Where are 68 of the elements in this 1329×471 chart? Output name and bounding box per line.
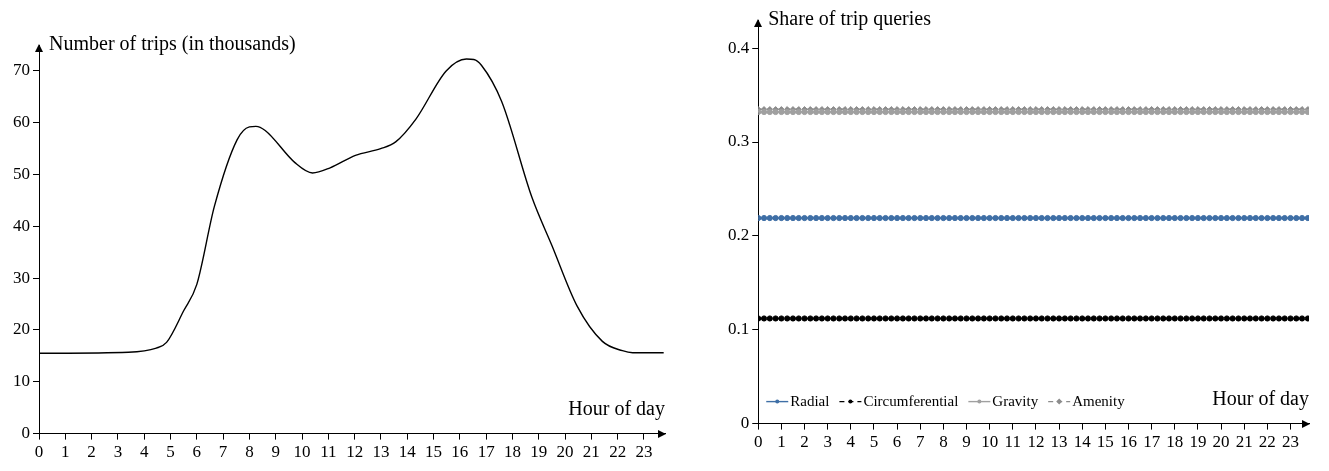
x-tick-label: 1 <box>777 432 786 452</box>
y-tick-label: 0.2 <box>728 225 750 245</box>
x-tick-label: 22 <box>609 442 627 462</box>
x-tick-label: 16 <box>451 442 469 462</box>
x-tick-label: 8 <box>939 432 948 452</box>
y-tick-label: 20 <box>13 319 30 339</box>
y-tick-label: 0.3 <box>728 131 750 151</box>
y-axis-title: Share of trip queries <box>768 7 932 31</box>
x-tick-label: 8 <box>245 442 254 462</box>
legend-label: Amenity <box>1072 392 1126 409</box>
x-tick-label: 10 <box>981 432 999 452</box>
x-tick-label: 20 <box>1212 432 1230 452</box>
legend-label: Radial <box>790 392 830 409</box>
x-tick-label: 9 <box>271 442 280 462</box>
x-tick-label: 21 <box>582 442 600 462</box>
legend-label: Gravity <box>992 392 1039 409</box>
y-tick-label: 0 <box>740 413 750 433</box>
x-tick-label: 23 <box>635 442 653 462</box>
x-tick-label: 12 <box>346 442 364 462</box>
x-tick-label: 21 <box>1235 432 1253 452</box>
x-tick-label: 13 <box>1050 432 1068 452</box>
x-tick-label: 3 <box>823 432 832 452</box>
y-axis-title: Number of trips (in thousands) <box>49 32 296 56</box>
legend-label: Circumferential <box>863 392 959 409</box>
y-tick-label: 40 <box>13 215 30 235</box>
x-tick-label: 9 <box>962 432 971 452</box>
x-tick-label: 5 <box>166 442 175 462</box>
x-tick-label: 19 <box>1189 432 1207 452</box>
x-axis-title: Hour of day <box>1212 386 1309 410</box>
x-tick-label: 15 <box>425 442 443 462</box>
x-tick-label: 4 <box>139 442 149 462</box>
x-tick-label: 6 <box>892 432 902 452</box>
x-tick-label: 10 <box>293 442 311 462</box>
x-tick-label: 16 <box>1120 432 1137 452</box>
y-tick-label: 70 <box>13 60 30 80</box>
x-tick-label: 18 <box>503 442 521 462</box>
x-tick-label: 11 <box>1004 432 1021 452</box>
y-tick-label: 50 <box>13 164 30 183</box>
x-tick-label: 1 <box>61 442 70 462</box>
x-tick-label: 20 <box>556 442 574 462</box>
y-tick-label: 10 <box>13 371 30 391</box>
x-tick-label: 13 <box>372 442 390 462</box>
x-tick-label: 19 <box>530 442 548 462</box>
x-tick-label: 5 <box>869 432 879 452</box>
x-tick-label: 0 <box>34 442 44 462</box>
x-tick-label: 14 <box>1073 432 1092 452</box>
x-tick-label: 3 <box>113 442 123 462</box>
x-tick-label: 23 <box>1281 432 1299 452</box>
y-tick-label: 60 <box>13 112 30 132</box>
x-tick-label: 12 <box>1027 432 1045 452</box>
x-tick-label: 17 <box>477 442 496 462</box>
x-tick-label: 6 <box>192 442 202 462</box>
x-tick-label: 17 <box>1143 432 1161 452</box>
x-axis-title: Hour of day <box>568 396 665 420</box>
x-tick-label: 18 <box>1166 432 1184 452</box>
x-tick-label: 15 <box>1096 432 1114 452</box>
x-tick-label: 2 <box>800 432 809 452</box>
y-tick-label: 0.4 <box>728 37 750 57</box>
x-tick-label: 7 <box>218 442 228 462</box>
y-tick-label: 0.1 <box>728 319 750 339</box>
x-tick-label: 14 <box>398 442 417 462</box>
x-tick-label: 7 <box>915 432 925 452</box>
x-tick-label: 11 <box>320 442 337 462</box>
x-tick-label: 22 <box>1258 432 1276 452</box>
x-tick-label: 0 <box>754 432 763 452</box>
x-tick-label: 2 <box>87 442 96 462</box>
y-tick-label: 30 <box>13 267 30 287</box>
x-tick-label: 4 <box>846 432 856 452</box>
